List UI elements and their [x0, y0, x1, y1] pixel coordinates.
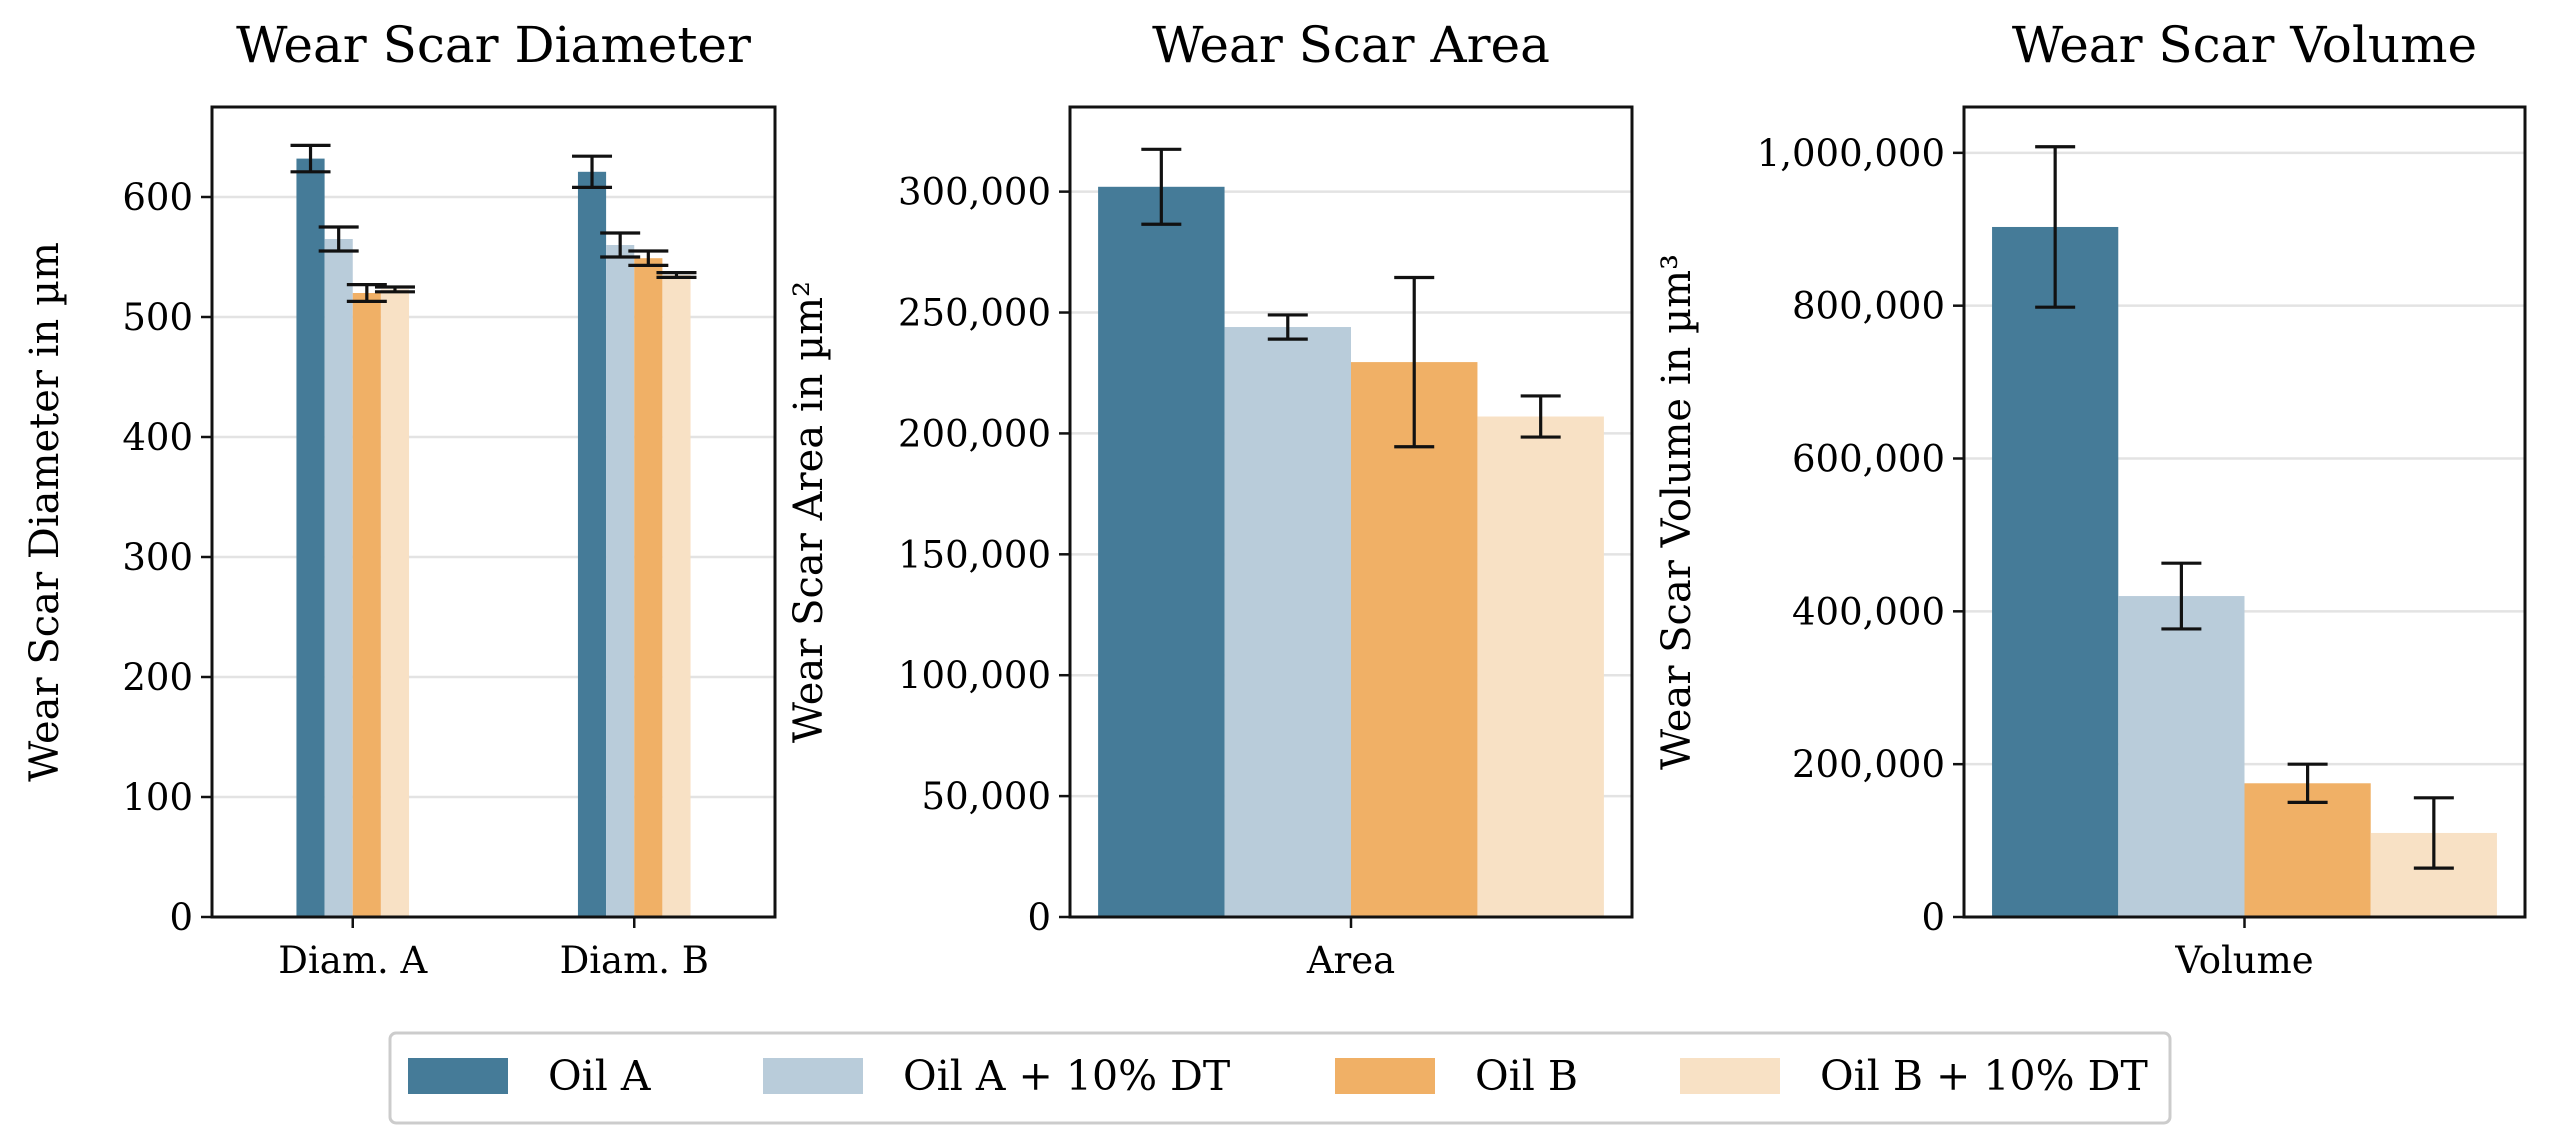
x-tick-label: Area [1306, 939, 1395, 982]
bar [352, 293, 381, 917]
panel-1: 0 100 200 300 400 500 600 Diam. A Diam. B Wear Sc… [22, 16, 777, 982]
legend: Oil A Oil A + 10% DT Oil B Oil B + 10% DT [388, 1031, 2172, 1125]
legend-label: Oil B + 10% DT [1820, 1052, 2148, 1100]
y-tick-label: 200,000 [1792, 743, 1945, 786]
bar [662, 275, 691, 917]
y-axis-label: Wear Scar Diameter in µm [22, 242, 68, 782]
x-tick-label: Volume [2174, 939, 2313, 982]
y-tick-label: 50,000 [922, 775, 1051, 818]
y-axis-label: Wear Scar Area in µm² [786, 281, 832, 743]
bar [380, 289, 410, 917]
legend-label: Oil B [1475, 1052, 1578, 1100]
bar [2244, 783, 2371, 917]
x-tick-label: Diam. B [560, 939, 709, 982]
y-tick-label: 0 [169, 896, 193, 939]
bar [324, 239, 353, 917]
y-tick-label: 0 [1921, 896, 1945, 939]
legend-swatch [763, 1058, 863, 1094]
y-tick-label: 250,000 [898, 292, 1051, 335]
panel-title: Wear Scar Diameter [236, 16, 751, 74]
legend-frame [388, 1031, 2172, 1125]
y-tick-label: 1,000,000 [1757, 132, 1945, 175]
bar [577, 171, 607, 918]
y-tick-label: 600,000 [1792, 438, 1945, 481]
legend-swatch [1335, 1058, 1435, 1094]
y-tick-label: 600 [122, 176, 193, 219]
legend-label: Oil A + 10% DT [903, 1052, 1230, 1100]
x-tick-label: Diam. A [278, 939, 428, 982]
y-tick-label: 800,000 [1792, 285, 1945, 328]
bar [1351, 362, 1478, 917]
chart-panels: 0 100 200 300 400 500 600 Diam. A Diam. B Wear Sc… [22, 16, 2527, 982]
y-tick-label: 300,000 [898, 171, 1051, 214]
axes-frame [210, 105, 777, 919]
legend-swatch [408, 1058, 508, 1094]
bar [1224, 327, 1351, 917]
y-tick-label: 400 [122, 416, 193, 459]
y-tick-label: 0 [1027, 896, 1051, 939]
y-tick-label: 200 [122, 656, 193, 699]
bar [634, 258, 663, 917]
panel-3: 0 200,000 400,000 600,000 800,000 1,000,000 Vo… [1654, 16, 2527, 982]
bar [1992, 226, 2119, 918]
y-axis-label: Wear Scar Volume in µm³ [1654, 254, 1700, 770]
bar [606, 245, 635, 917]
panel-title: Wear Scar Volume [2012, 16, 2477, 74]
y-tick-label: 500 [122, 296, 193, 339]
panel-title: Wear Scar Area [1152, 16, 1550, 74]
y-tick-label: 100 [122, 776, 193, 819]
y-tick-label: 200,000 [898, 412, 1051, 455]
legend-swatch [1680, 1058, 1780, 1094]
legend-label: Oil A [548, 1052, 652, 1100]
bar [1477, 416, 1604, 917]
bar [2118, 596, 2245, 917]
bar [296, 158, 325, 918]
y-tick-label: 300 [122, 536, 193, 579]
y-tick-label: 400,000 [1792, 590, 1945, 633]
y-tick-label: 150,000 [898, 533, 1051, 576]
bar [1098, 186, 1225, 918]
y-tick-label: 100,000 [898, 654, 1051, 697]
panel-2: 0 50,000 100,000 150,000 200,000 250,000 300,0… [786, 16, 1634, 982]
